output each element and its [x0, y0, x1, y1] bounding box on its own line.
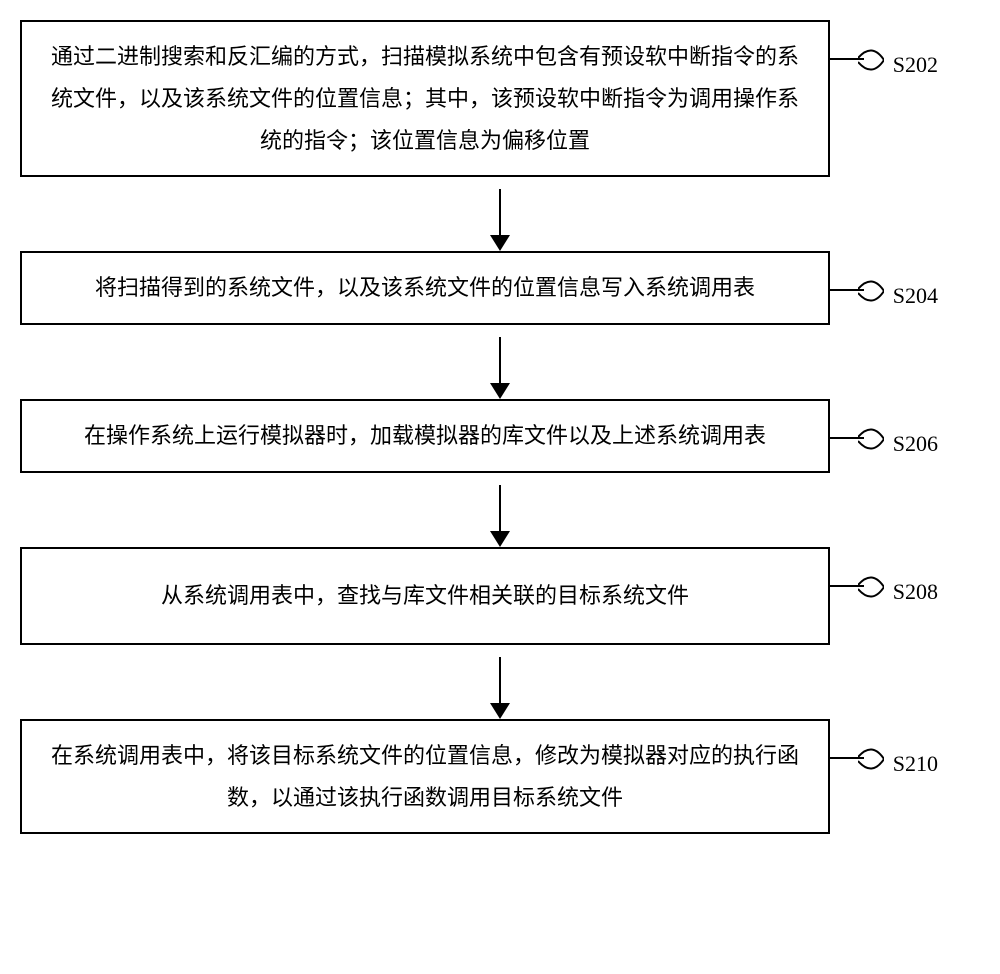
- step-box-s202: 通过二进制搜索和反汇编的方式，扫描模拟系统中包含有预设软中断指令的系统文件，以及…: [20, 20, 830, 177]
- step-row: 从系统调用表中，查找与库文件相关联的目标系统文件 S208: [20, 547, 980, 645]
- arrow-head-icon: [490, 383, 510, 399]
- step-row: 将扫描得到的系统文件，以及该系统文件的位置信息写入系统调用表 S204: [20, 251, 980, 325]
- arrow-line: [499, 189, 501, 239]
- connector-curve: [858, 739, 884, 779]
- arrow-line: [499, 337, 501, 387]
- step-box-s210: 在系统调用表中，将该目标系统文件的位置信息，修改为模拟器对应的执行函数，以通过该…: [20, 719, 830, 835]
- flowchart-container: 通过二进制搜索和反汇编的方式，扫描模拟系统中包含有预设软中断指令的系统文件，以及…: [20, 20, 980, 834]
- step-label: S204: [893, 275, 938, 317]
- arrow-line: [499, 657, 501, 707]
- arrow: [95, 645, 905, 719]
- arrow-head-icon: [490, 531, 510, 547]
- step-label: S208: [893, 571, 938, 613]
- step-text: 在操作系统上运行模拟器时，加载模拟器的库文件以及上述系统调用表: [84, 415, 766, 457]
- step-text: 在系统调用表中，将该目标系统文件的位置信息，修改为模拟器对应的执行函数，以通过该…: [44, 735, 806, 819]
- step-text: 从系统调用表中，查找与库文件相关联的目标系统文件: [161, 575, 689, 617]
- step-label: S210: [893, 743, 938, 785]
- arrow: [95, 473, 905, 547]
- step-text: 通过二进制搜索和反汇编的方式，扫描模拟系统中包含有预设软中断指令的系统文件，以及…: [44, 36, 806, 161]
- step-label: S206: [893, 423, 938, 465]
- step-row: 通过二进制搜索和反汇编的方式，扫描模拟系统中包含有预设软中断指令的系统文件，以及…: [20, 20, 980, 177]
- connector-curve: [858, 567, 884, 607]
- arrow: [95, 325, 905, 399]
- arrow: [95, 177, 905, 251]
- arrow-head-icon: [490, 703, 510, 719]
- step-label: S202: [893, 44, 938, 86]
- arrow-line: [499, 485, 501, 535]
- connector-curve: [858, 271, 884, 311]
- connector-curve: [858, 419, 884, 459]
- connector-curve: [858, 40, 884, 80]
- step-text: 将扫描得到的系统文件，以及该系统文件的位置信息写入系统调用表: [95, 267, 755, 309]
- arrow-head-icon: [490, 235, 510, 251]
- step-row: 在操作系统上运行模拟器时，加载模拟器的库文件以及上述系统调用表 S206: [20, 399, 980, 473]
- step-row: 在系统调用表中，将该目标系统文件的位置信息，修改为模拟器对应的执行函数，以通过该…: [20, 719, 980, 835]
- step-box-s206: 在操作系统上运行模拟器时，加载模拟器的库文件以及上述系统调用表 S206: [20, 399, 830, 473]
- step-box-s204: 将扫描得到的系统文件，以及该系统文件的位置信息写入系统调用表 S204: [20, 251, 830, 325]
- step-box-s208: 从系统调用表中，查找与库文件相关联的目标系统文件 S208: [20, 547, 830, 645]
